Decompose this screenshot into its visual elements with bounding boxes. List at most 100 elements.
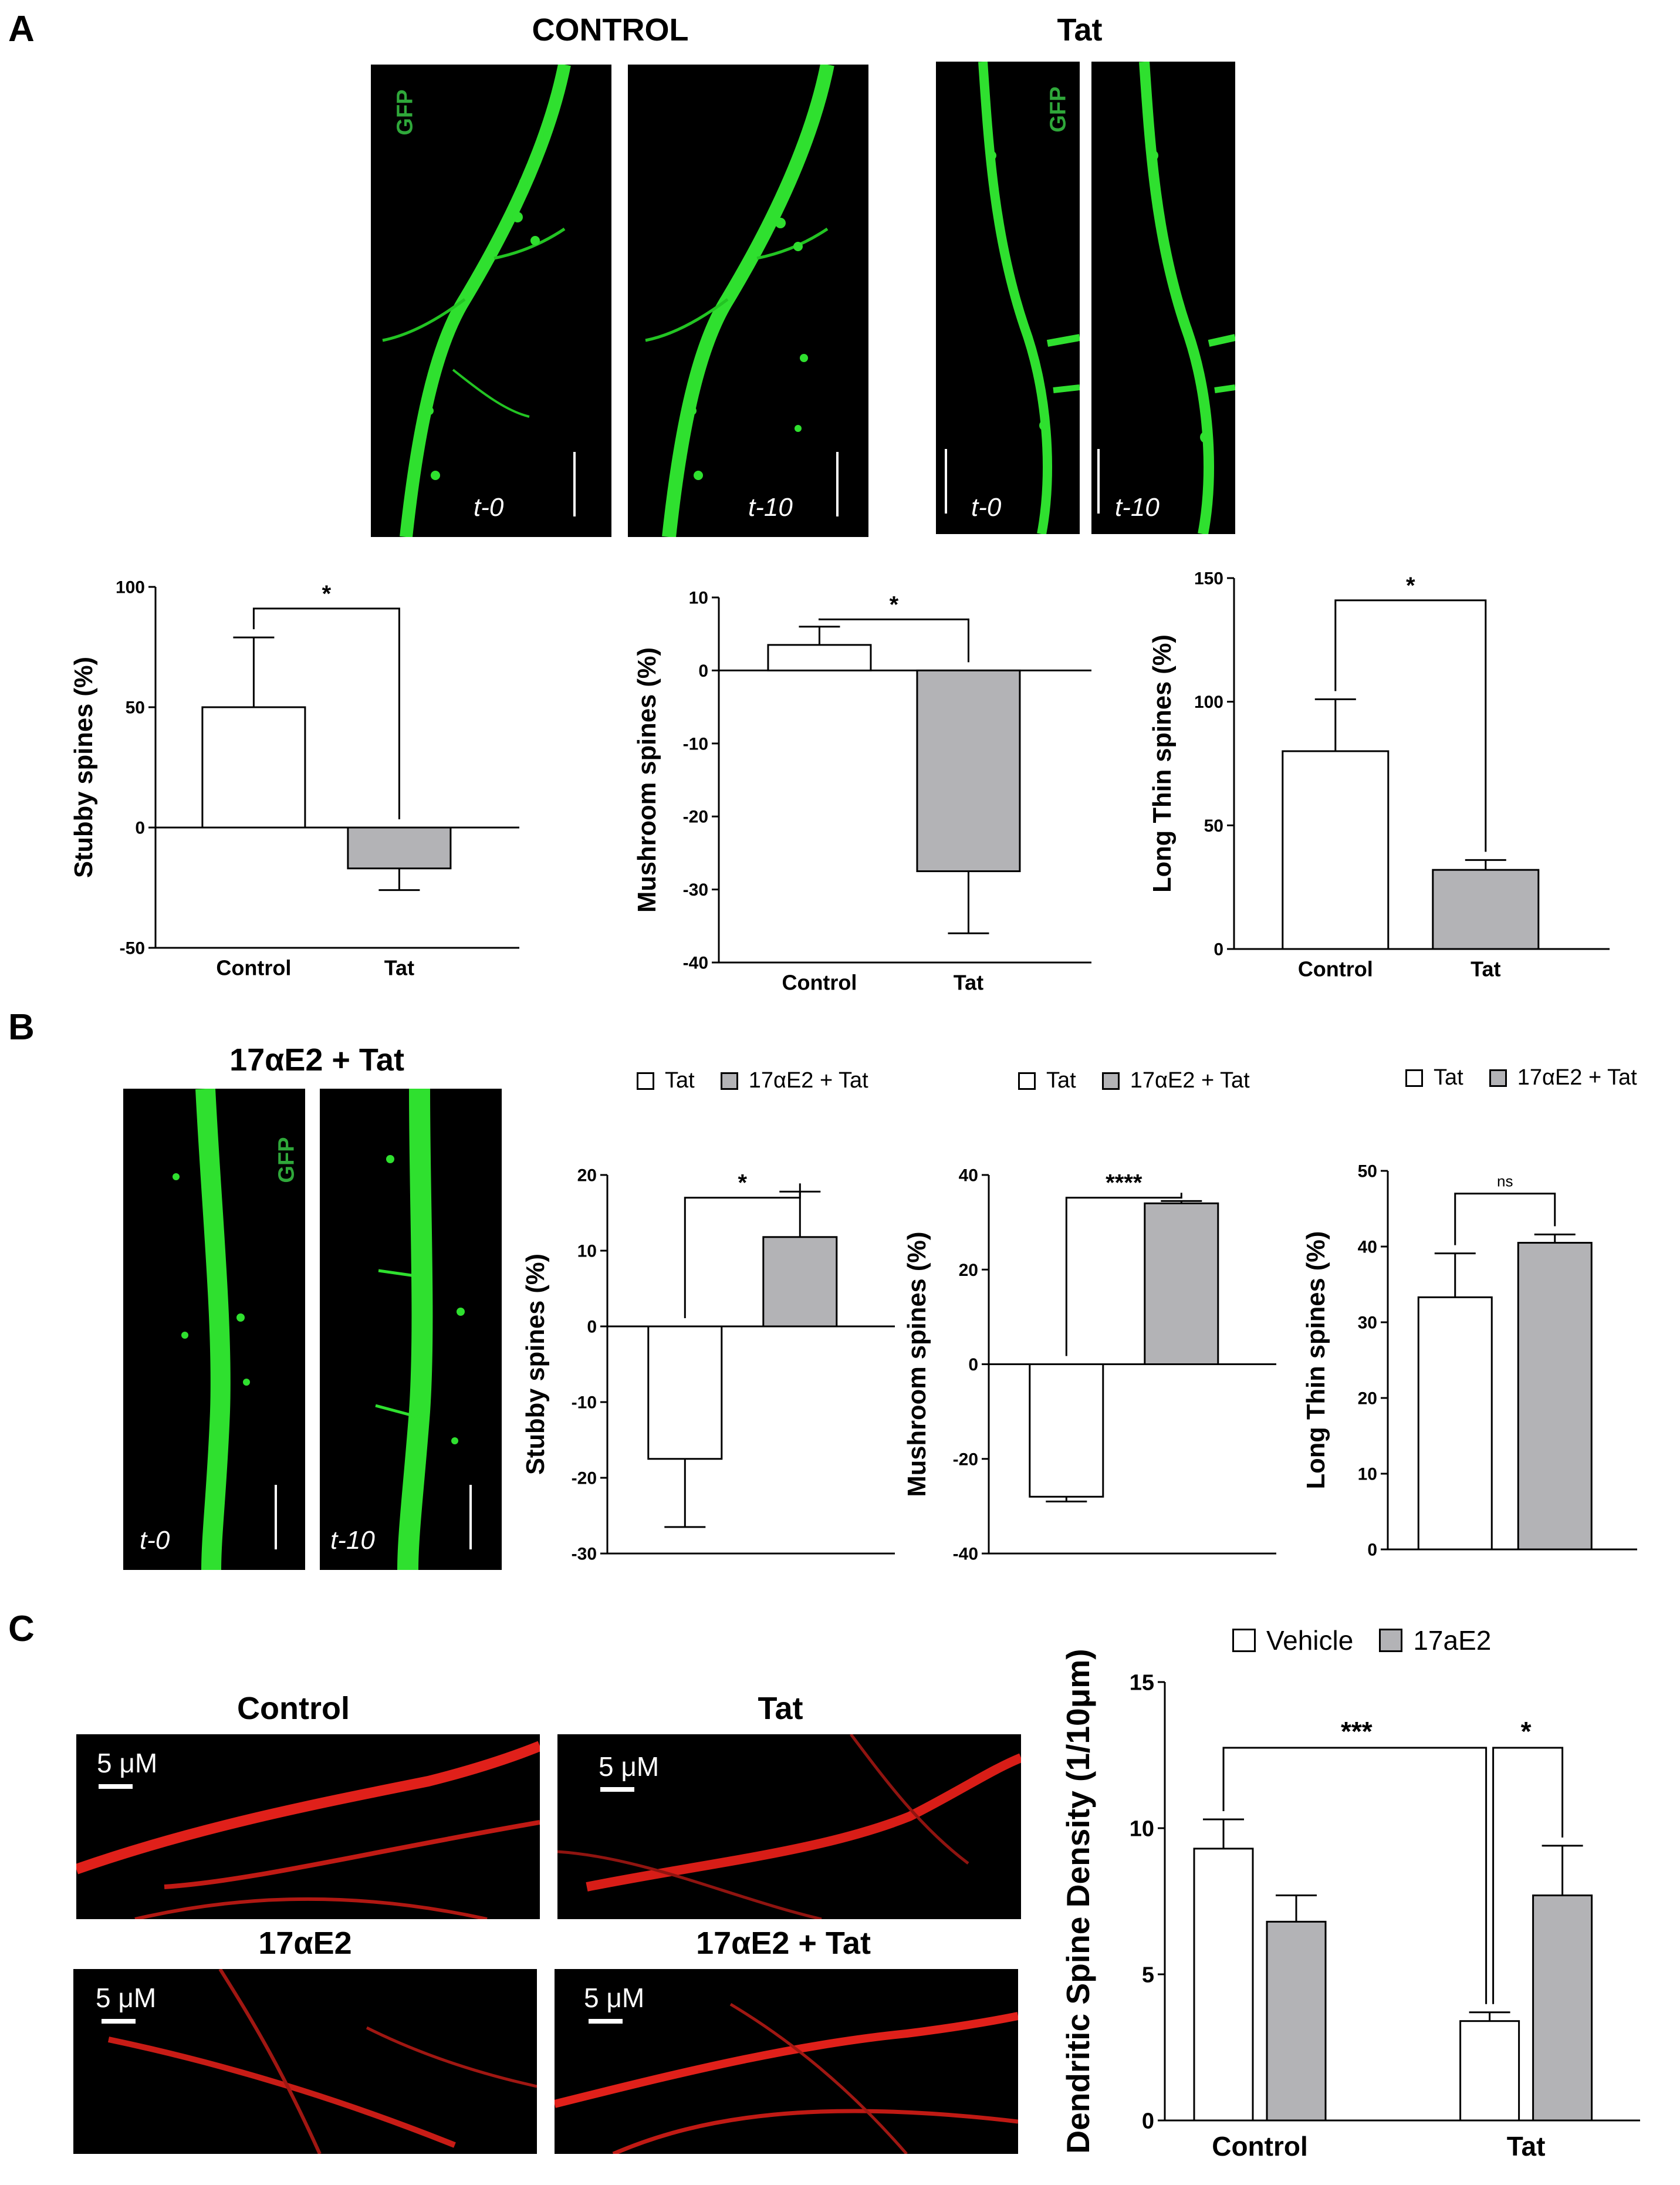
y-tick-label: 40 [1358,1238,1377,1257]
y-tick-label: 20 [959,1261,978,1280]
control-title: CONTROL [532,12,689,48]
c-title-tat: Tat [758,1691,803,1726]
bar [916,669,1021,873]
y-tick-label: 0 [968,1355,978,1375]
legend-swatch [637,1072,654,1090]
significance-label: * [1521,1716,1532,1747]
y-tick-label: 0 [1142,2109,1154,2133]
scale-bar [102,2019,136,2024]
y-tick-label: 10 [689,589,708,608]
c-title-e2tat: 17αE2 + Tat [696,1926,871,1961]
significance-label: ns [1497,1173,1513,1190]
micrograph-control-t0: GFP t-0 [371,65,611,537]
significance-bracket [1065,1193,1182,1356]
b-title: 17αE2 + Tat [229,1042,404,1078]
red-micrograph-control: 5 μM [76,1734,540,1919]
legend-item-e2tat: 17αE2 + Tat [1101,1068,1250,1093]
legend-label: Tat [1046,1068,1076,1093]
y-tick-label: 30 [1358,1313,1377,1333]
y-axis-label: Stubby spines (%) [70,657,98,878]
legend-label: Tat [665,1068,695,1093]
red-micrograph-tat: 5 μM [557,1734,1021,1919]
micrograph-tat-t10: t-10 [1091,62,1235,534]
scale-label: 5 μM [584,1983,645,2013]
y-tick-label: -30 [572,1545,597,1564]
legend-label: 17αE2 + Tat [1130,1068,1250,1093]
time-label: t-10 [330,1526,375,1555]
scale-label: 5 μM [96,1983,157,2013]
bar [1266,1920,1327,2122]
y-tick-label: -20 [953,1450,978,1469]
y-tick-label: 0 [1213,940,1223,960]
y-tick-label: -10 [683,734,708,754]
scale-bar [945,449,947,514]
significance-bracket [1222,1747,1488,2004]
y-tick-label: -50 [120,939,145,958]
time-label: t-0 [140,1526,170,1555]
x-tick-label: Control [216,956,291,980]
bar [1532,1894,1593,2122]
legend-b1: Tat 17αE2 + Tat [637,1068,894,1093]
bar [1459,2020,1520,2122]
y-tick-label: 100 [1194,693,1223,712]
legend-label: 17aE2 [1413,1625,1492,1656]
significance-label: **** [1106,1170,1142,1196]
bar [767,644,872,671]
scale-bar [1097,449,1100,514]
y-tick-label: 50 [126,698,145,718]
legend-item-tat: Tat [1405,1065,1463,1090]
micrograph-control-t10: t-10 [628,65,868,537]
x-tick-label: Control [1298,957,1373,981]
time-label: t-10 [1115,493,1160,522]
y-tick-label: -10 [572,1393,597,1413]
y-axis-label: Mushroom spines (%) [903,1232,931,1497]
y-axis-label: Mushroom spines (%) [633,647,661,913]
significance-bracket [1334,599,1487,852]
scale-label: 5 μM [97,1748,158,1778]
legend-label: Vehicle [1266,1625,1354,1656]
scale-label: 5 μM [599,1751,660,1782]
legend-item-tat: Tat [1018,1068,1076,1093]
legend-b2: Tat 17αE2 + Tat [1018,1068,1276,1093]
y-tick-label: 0 [1367,1541,1377,1560]
y-axis-label: Long Thin spines (%) [1302,1231,1330,1490]
y-tick-label: 50 [1204,816,1223,836]
legend-swatch [1018,1072,1036,1090]
significance-label: *** [1341,1716,1373,1747]
bar [647,1325,723,1460]
red-micrograph-e2: 5 μM [73,1969,537,2154]
scale-bar [99,1784,133,1789]
bar [1144,1202,1219,1365]
red-micrograph-e2tat: 5 μM [555,1969,1018,2154]
legend-swatch [1489,1069,1507,1087]
x-tick-label: Control [782,971,857,995]
bar [201,706,306,829]
significance-label: * [1406,573,1415,599]
legend-b3: Tat 17αE2 + Tat [1405,1065,1663,1090]
y-tick-label: -30 [683,880,708,900]
legend-item-vehicle: Vehicle [1232,1625,1353,1656]
time-label: t-0 [474,493,504,522]
significance-label: * [322,581,332,607]
legend-item-e2tat: 17αE2 + Tat [1489,1065,1637,1090]
bar [762,1236,838,1328]
bar [1432,869,1540,950]
bar [1417,1296,1493,1551]
y-tick-label: -20 [683,808,708,827]
legend-label: 17αE2 + Tat [1517,1065,1637,1090]
legend-label: Tat [1434,1065,1463,1090]
significance-bracket [818,618,969,663]
y-tick-label: -40 [683,954,708,973]
y-tick-label: 5 [1142,1963,1154,1987]
legend-item-e2tat: 17αE2 + Tat [720,1068,868,1093]
micrograph-e2tat-t10: t-10 [320,1089,502,1570]
x-tick-label: Tat [384,956,414,980]
y-tick-label: 0 [135,819,145,838]
y-axis-label: Stubby spines (%) [522,1254,550,1475]
